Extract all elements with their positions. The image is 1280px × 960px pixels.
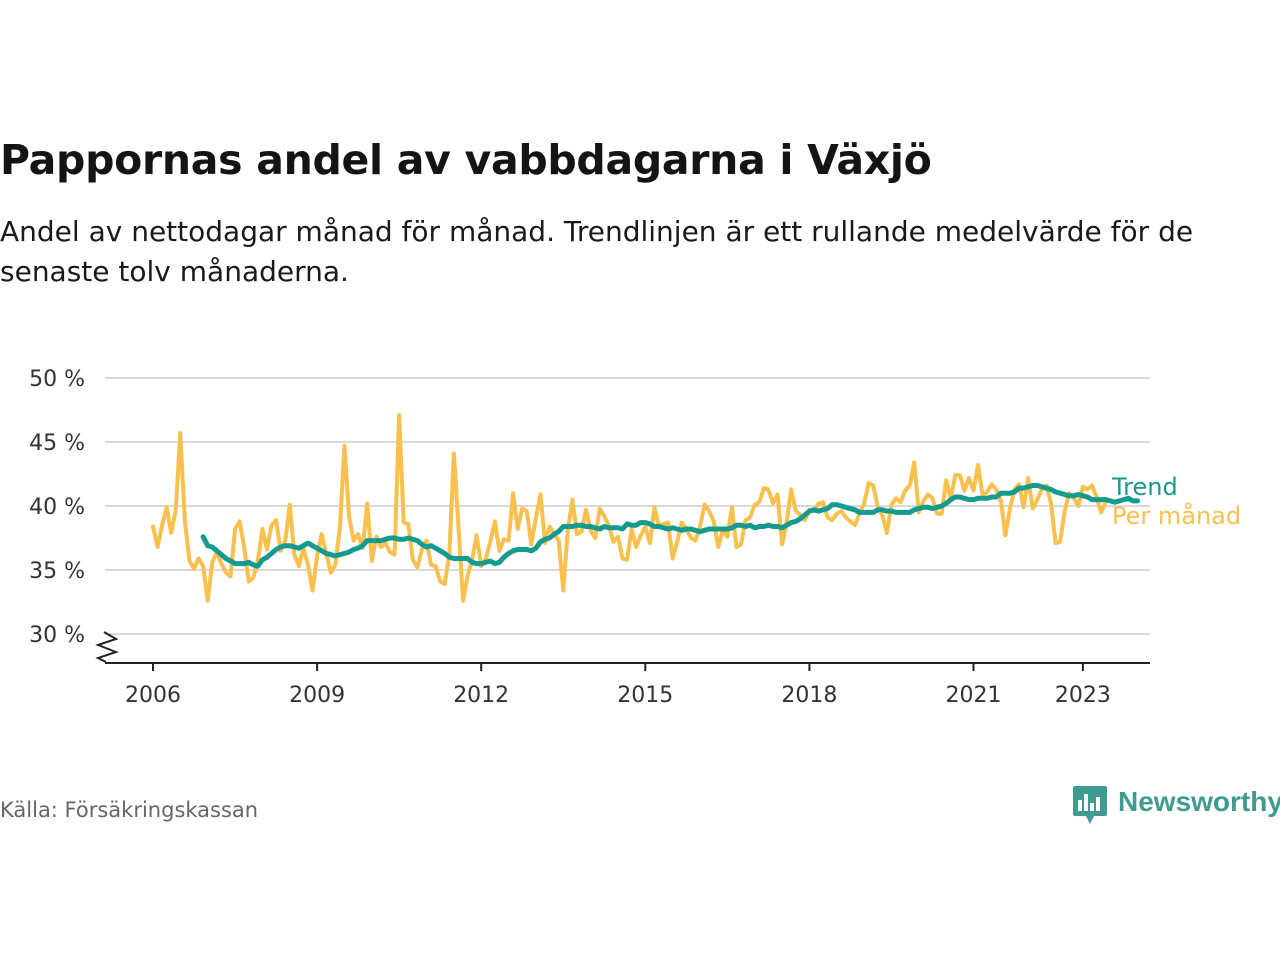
line-chart: 30 % 35 % 40 % 45 % 50 % 2006 2009 2012 2015 201… xyxy=(29,367,1241,708)
y-tick-label: 40 % xyxy=(29,495,85,520)
x-axis-tick-labels: 2006 2009 2012 2015 2018 2021 2023 xyxy=(125,683,1111,708)
grid-lines xyxy=(105,377,1150,635)
y-tick-label: 50 % xyxy=(29,367,85,392)
legend-label-trend: Trend xyxy=(1111,473,1178,501)
x-tick-label: 2009 xyxy=(289,683,345,708)
x-tick-label: 2023 xyxy=(1055,683,1111,708)
x-tick-label: 2018 xyxy=(781,683,837,708)
series-lines xyxy=(151,413,1141,603)
y-tick-label: 30 % xyxy=(29,623,85,648)
newsworthy-logo-icon xyxy=(1073,786,1107,824)
x-tick-label: 2012 xyxy=(453,683,509,708)
monthly-series-line xyxy=(151,413,1108,603)
y-axis-tick-labels: 30 % 35 % 40 % 45 % 50 % xyxy=(29,367,85,648)
x-tick-label: 2015 xyxy=(617,683,673,708)
y-axis-break-mark xyxy=(95,631,119,663)
brand-name: Newsworthy xyxy=(1118,786,1280,817)
source-note: Källa: Försäkringskassan xyxy=(0,798,259,822)
y-tick-label: 45 % xyxy=(29,431,85,456)
x-tick-label: 2006 xyxy=(125,683,181,708)
x-tick-label: 2021 xyxy=(946,683,1002,708)
legend-label-monthly: Per månad xyxy=(1112,501,1241,530)
trend-series-line xyxy=(200,483,1141,569)
brand-logo: Newsworthy xyxy=(1072,784,1280,828)
x-axis xyxy=(95,631,1150,671)
page-subtitle: Andel av nettodagar månad för månad. Tre… xyxy=(0,215,1194,288)
y-tick-label: 35 % xyxy=(29,559,85,584)
page-title: Pappornas andel av vabbdagarna i Växjö xyxy=(0,136,932,184)
